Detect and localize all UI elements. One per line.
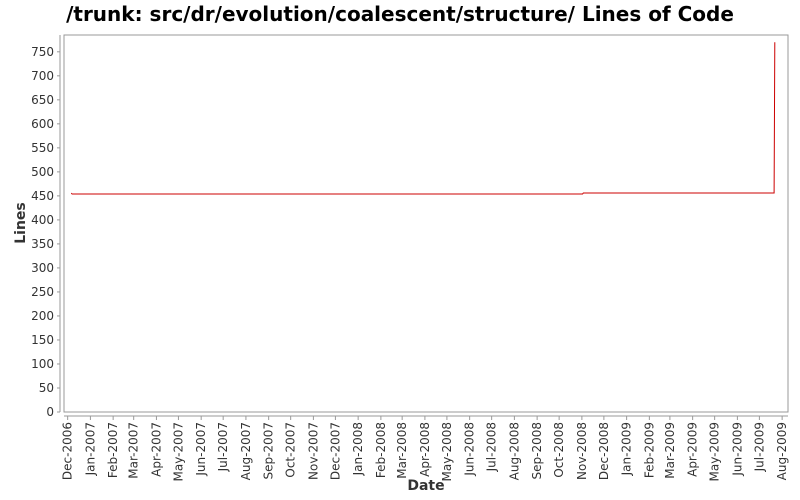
x-tick-label: Mar-2007 [127,422,141,479]
y-tick-label: 550 [31,141,54,155]
x-tick-label: Dec-2007 [328,422,342,480]
x-tick-label: Apr-2009 [686,422,700,477]
y-tick-label: 150 [31,333,54,347]
x-tick-label: Jul-2009 [752,422,766,472]
x-tick-label: Jun-2008 [463,422,477,477]
y-tick-label: 750 [31,45,54,59]
series-line [70,42,776,195]
x-tick-label: Jul-2007 [216,422,230,472]
chart-title: /trunk: src/dr/evolution/coalescent/stru… [66,2,734,26]
x-tick-label: Apr-2007 [149,422,163,477]
x-tick-label: Aug-2008 [507,422,521,480]
x-tick-label: Sep-2008 [530,422,544,480]
y-tick-label: 100 [31,357,54,371]
y-tick-label: 650 [31,93,54,107]
x-tick-label: Nov-2007 [306,422,320,480]
x-tick-label: May-2007 [171,422,185,481]
x-tick-label: Jan-2007 [83,422,97,476]
x-tick-label: Dec-2008 [597,422,611,480]
plot-area [63,34,789,413]
y-tick-label: 500 [31,165,54,179]
y-tick-label: 700 [31,69,54,83]
x-tick-label: Aug-2009 [775,422,789,480]
y-tick-label: 50 [39,381,54,395]
y-axis-title: Lines [13,202,29,244]
x-tick-label: Oct-2008 [552,422,566,478]
x-tick-label: Dec-2006 [61,422,75,480]
y-tick-label: 0 [46,405,54,419]
x-tick-label: Aug-2007 [239,422,253,480]
y-tick-label: 600 [31,117,54,131]
y-tick-label: 300 [31,261,54,275]
x-tick-label: Apr-2008 [418,422,432,477]
x-tick-label: Jan-2009 [620,422,634,476]
x-tick-label: Jan-2008 [351,422,365,476]
x-tick-label: Jul-2008 [485,422,499,472]
x-tick-label: Oct-2007 [284,422,298,478]
x-tick-label: Jun-2007 [194,422,208,477]
y-tick-label: 400 [31,213,54,227]
x-tick-label: Mar-2009 [663,422,677,479]
y-tick-label: 200 [31,309,54,323]
x-axis: Dec-2006 Jan-2007 Feb-2007 Mar-2007 Apr-2007… [61,415,789,481]
x-tick-label: Feb-2007 [106,422,120,478]
x-tick-label: Nov-2008 [575,422,589,480]
x-tick-label: May-2008 [440,422,454,481]
x-tick-label: Jun-2009 [730,422,744,477]
y-tick-label: 450 [31,189,54,203]
x-tick-label: Feb-2009 [642,422,656,478]
x-tick-label: Sep-2007 [262,422,276,480]
y-tick-label: 250 [31,285,54,299]
y-axis: 0 50 100 150 200 250 300 350 400 450 500 550 600 650 7… [31,35,61,419]
x-tick-label: Mar-2008 [395,422,409,479]
x-tick-label: May-2009 [708,422,722,481]
x-axis-title: Date [407,478,444,494]
y-tick-label: 350 [31,237,54,251]
x-tick-label: Feb-2008 [374,422,388,478]
series-layer [70,42,776,195]
